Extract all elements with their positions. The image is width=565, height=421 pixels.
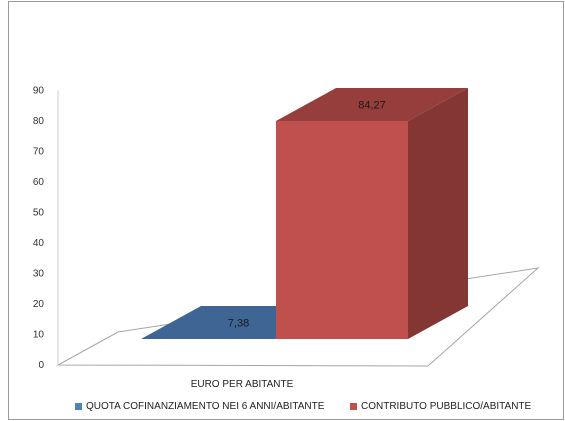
legend: QUOTA COFINANZIAMENTO NEI 6 ANNI/ABITANT… — [0, 401, 565, 417]
bar-side-face — [408, 87, 468, 339]
y-tick-label: 50 — [33, 208, 45, 219]
category-label: EURO PER ABITANTE — [191, 379, 294, 390]
legend-label-contributo: CONTRIBUTO PUBBLICO/ABITANTE — [361, 401, 532, 412]
y-tick-label: 80 — [33, 116, 45, 127]
legend-item-quota: QUOTA COFINANZIAMENTO NEI 6 ANNI/ABITANT… — [75, 401, 324, 412]
data-labels: 7,38 84,27 — [228, 99, 386, 329]
y-tick-label: 60 — [33, 177, 45, 188]
y-axis: 0 10 20 30 40 50 60 70 80 90 — [33, 86, 59, 371]
legend-item-contributo: CONTRIBUTO PUBBLICO/ABITANTE — [350, 401, 531, 412]
bars — [141, 87, 468, 339]
legend-swatch-quota — [75, 403, 82, 410]
legend-swatch-contributo — [350, 403, 357, 410]
data-label: 7,38 — [228, 318, 249, 330]
y-tick-label: 90 — [33, 86, 45, 97]
y-tick-label: 10 — [33, 330, 45, 341]
legend-label-quota: QUOTA COFINANZIAMENTO NEI 6 ANNI/ABITANT… — [86, 401, 325, 412]
y-tick-label: 30 — [33, 269, 45, 280]
y-tick-label: 40 — [33, 238, 45, 249]
bar-front-face — [276, 120, 408, 339]
y-tick-label: 70 — [33, 147, 45, 158]
data-label: 84,27 — [358, 99, 386, 111]
bar-top-face — [276, 87, 468, 121]
y-tick-label: 0 — [38, 360, 44, 371]
y-tick-label: 20 — [33, 299, 45, 310]
bar-contributo — [276, 87, 468, 339]
